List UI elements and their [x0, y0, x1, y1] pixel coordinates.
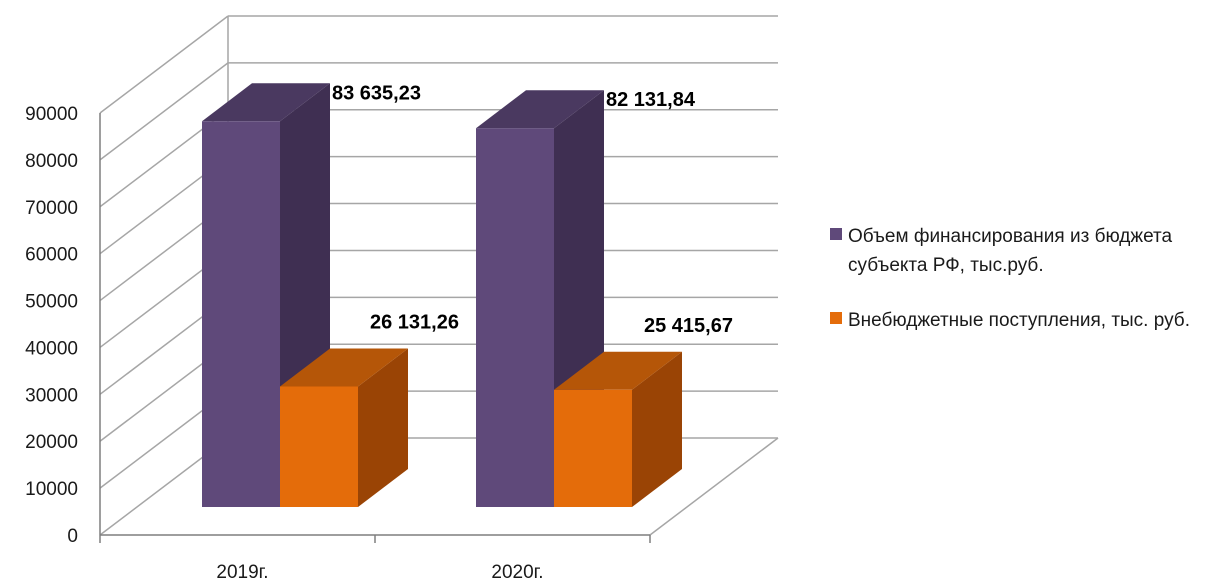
gridline-side [99, 62, 229, 161]
bar [280, 386, 358, 507]
bar-side [632, 351, 682, 507]
floor-edge [649, 437, 779, 536]
y-tick-label: 80000 [25, 151, 78, 172]
bar [476, 128, 554, 507]
bar-top [476, 90, 604, 129]
y-tick-label: 30000 [25, 385, 78, 406]
y-tick-label: 20000 [25, 432, 78, 453]
legend-label-budget: Объем финансирования из бюджета субъекта… [848, 226, 1173, 276]
legend-item-budget: Объем финансирования из бюджета субъекта… [830, 222, 1200, 280]
bar [554, 389, 632, 507]
legend-label-extrabudget: Внебюджетные поступления, тыс. руб. [848, 310, 1190, 331]
data-label: 82 131,84 [606, 89, 696, 111]
bar-top [202, 83, 330, 122]
data-label: 26 131,26 [370, 311, 459, 333]
x-tick-label: 2019г. [216, 562, 268, 582]
bar-top [280, 348, 408, 387]
y-tick-label: 40000 [25, 338, 78, 359]
data-label: 83 635,23 [332, 82, 421, 104]
legend-item-extrabudget: Внебюджетные поступления, тыс. руб. [830, 306, 1200, 335]
bar-side [358, 348, 408, 507]
y-tick-label: 70000 [25, 198, 78, 219]
legend-swatch-budget [830, 228, 842, 240]
bar-top [554, 351, 682, 390]
legend-swatch-extrabudget [830, 312, 842, 324]
y-tick-label: 60000 [25, 245, 78, 266]
data-label: 25 415,67 [644, 315, 733, 337]
y-tick-label: 50000 [25, 292, 78, 313]
y-tick-label: 90000 [25, 104, 78, 125]
legend: Объем финансирования из бюджета субъекта… [830, 222, 1200, 361]
x-tick-label: 2020г. [491, 562, 543, 582]
bar [202, 121, 280, 507]
y-tick-label: 0 [67, 526, 78, 547]
gridline-side [99, 15, 229, 114]
y-tick-label: 10000 [25, 479, 78, 500]
